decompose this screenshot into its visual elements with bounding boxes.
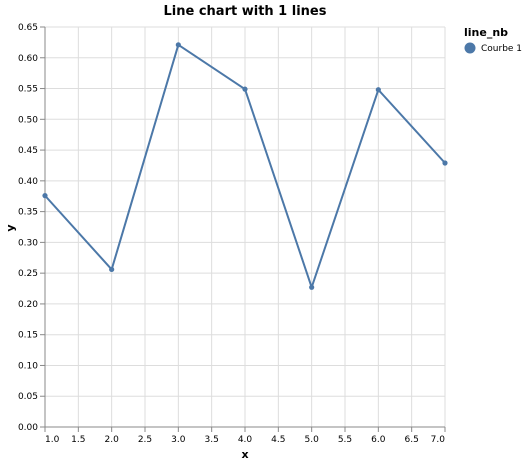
y-tick-label: 0.55 (18, 85, 38, 95)
legend-items: Courbe 1 (464, 42, 522, 54)
chart-title: Line chart with 1 lines (164, 4, 327, 19)
x-tick-label: 4.5 (271, 435, 285, 445)
x-tick-label: 2.0 (105, 435, 120, 445)
series-layer (42, 42, 448, 290)
y-tick-label: 0.50 (18, 115, 38, 125)
legend-label: Courbe 1 (481, 44, 522, 54)
y-tick-label: 0.20 (18, 300, 38, 310)
x-tick-label: 7.0 (431, 435, 446, 445)
x-tick-label: 5.0 (305, 435, 320, 445)
data-point (42, 193, 48, 199)
y-tick-label: 0.35 (18, 208, 38, 218)
legend: line_nb Courbe 1 (464, 26, 522, 54)
legend-title: line_nb (464, 26, 508, 39)
x-axis-title: x (241, 448, 248, 461)
y-tick-label: 0.00 (18, 423, 38, 433)
data-point (442, 160, 448, 166)
legend-symbol (464, 42, 476, 54)
axes: 1.0 1.5 2.0 2.5 3.0 3.5 4.0 4.5 5.0 5.5 6.0 6.5 7.0 0… (18, 23, 446, 445)
x-tick-label: 6.5 (405, 435, 419, 445)
y-tick-label: 0.05 (18, 392, 38, 402)
x-tick-label: 2.5 (138, 435, 152, 445)
y-tick-label: 0.10 (18, 361, 38, 371)
y-tick-label: 0.40 (18, 177, 38, 187)
y-tick-label: 0.65 (18, 23, 38, 33)
x-tick-label: 3.0 (171, 435, 186, 445)
y-tick-label: 0.60 (18, 54, 38, 64)
data-point (309, 284, 315, 290)
y-tick-label: 0.25 (18, 269, 38, 279)
x-tick-label: 5.5 (338, 435, 352, 445)
data-point (175, 42, 181, 48)
y-tick-label: 0.30 (18, 238, 38, 248)
x-tick-label: 6.0 (371, 435, 386, 445)
y-tick-label: 0.45 (18, 146, 38, 156)
data-point (242, 86, 248, 92)
data-point (109, 266, 115, 273)
x-tick-label: 1.0 (45, 435, 60, 445)
y-tick-label: 0.15 (18, 331, 38, 341)
x-tick-label: 4.0 (238, 435, 253, 445)
x-tick-label: 3.5 (205, 435, 219, 445)
y-axis-title: y (4, 224, 17, 231)
x-tick-label: 1.5 (71, 435, 85, 445)
data-point (375, 87, 381, 93)
